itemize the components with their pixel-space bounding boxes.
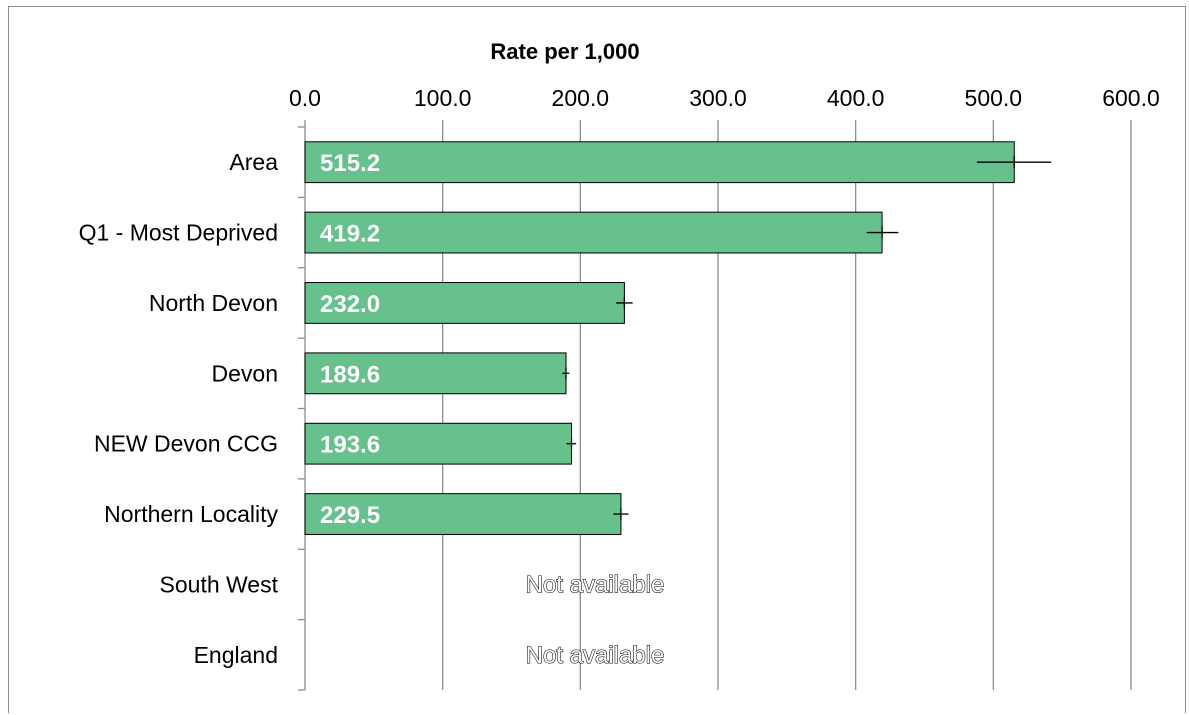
category-label: NEW Devon CCG (94, 431, 278, 457)
x-tick-label: 600.0 (1102, 85, 1160, 111)
category-label: Devon (212, 360, 278, 386)
bar (304, 141, 1015, 184)
not-available-label: Not available (526, 571, 665, 598)
bar-value-label: 419.2 (320, 221, 380, 248)
bar (304, 352, 567, 395)
x-axis-title: Rate per 1,000 (490, 39, 639, 64)
bar-value-label: 232.0 (320, 291, 380, 318)
bar (304, 422, 573, 465)
x-tick-label: 300.0 (689, 85, 747, 111)
x-tick-label: 0.0 (289, 85, 321, 111)
bar-value-label: 189.6 (320, 361, 380, 388)
category-label: Northern Locality (104, 501, 278, 527)
x-axis-ticks: 0.0 100.0 200.0 300.0 400.0 500.0 600.0 (289, 85, 1160, 111)
bar-value-label: 515.2 (320, 150, 380, 177)
chart-frame (8, 6, 1186, 713)
x-tick-label: 500.0 (965, 85, 1023, 111)
not-available-label: Not available (526, 642, 665, 669)
bar-value-label: 229.5 (320, 502, 380, 529)
x-tick-label: 400.0 (827, 85, 885, 111)
category-label: England (194, 642, 278, 668)
x-tick-label: 100.0 (414, 85, 472, 111)
bars: 515.2 419.2 232.0 189.6 193.6 229.5 Not availa… (304, 141, 1052, 669)
x-tick-label: 200.0 (552, 85, 610, 111)
bar-value-label: 193.6 (320, 432, 380, 459)
y-axis-categories: Area Q1 - Most Deprived North Devon Devon NE… (79, 149, 279, 668)
category-label: South West (160, 571, 279, 597)
gridlines (298, 120, 1132, 691)
category-label: Area (229, 149, 278, 175)
bar (304, 211, 883, 254)
category-label: North Devon (149, 290, 278, 316)
category-label: Q1 - Most Deprived (79, 220, 278, 246)
bar (304, 493, 622, 535)
